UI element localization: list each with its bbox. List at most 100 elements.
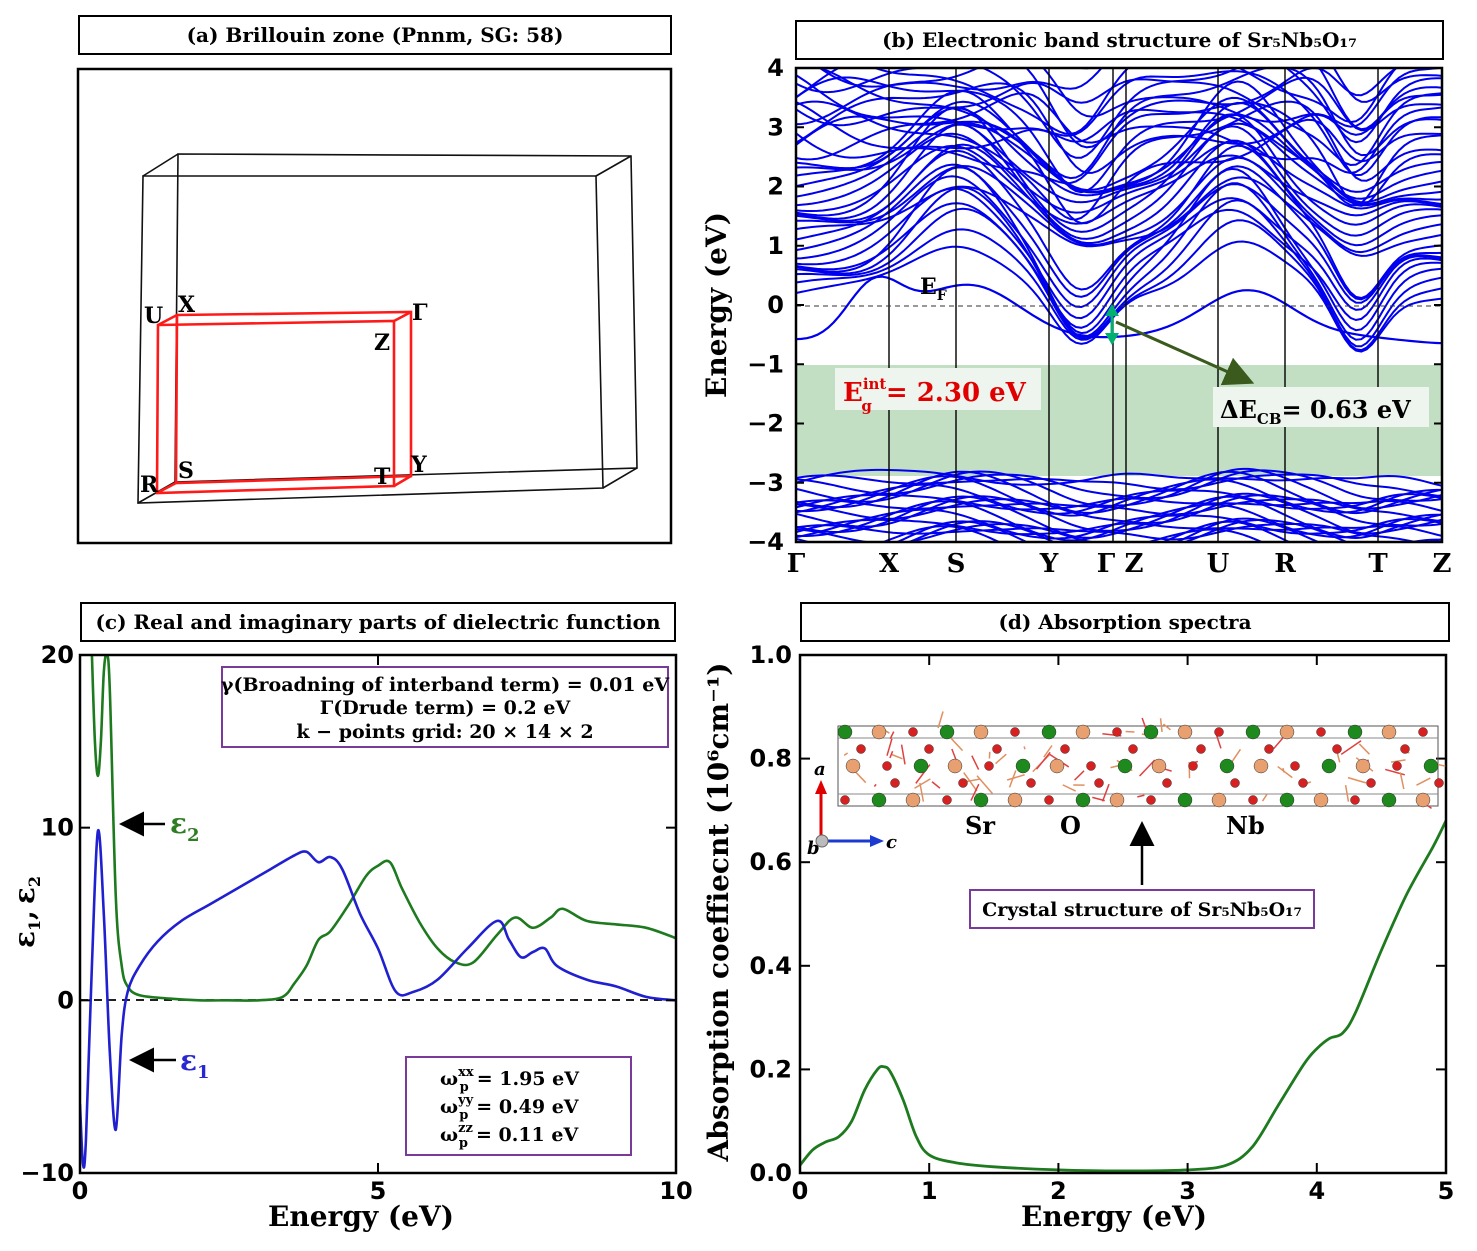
param-kgrid: k − points grid: 20 × 14 × 2: [296, 721, 593, 743]
gap-arrow-up: [1105, 304, 1119, 316]
bz-label-u: U: [144, 303, 163, 329]
bz-label-x: X: [178, 292, 196, 318]
absorption-line: [800, 820, 1446, 1173]
bz-label-gamma: Γ: [412, 300, 428, 326]
k-label: T: [1368, 549, 1388, 579]
y-ticks-b: 4 3 2 1 0 −1 −2 −3 −4: [747, 54, 1442, 556]
y-tick-label: 4: [767, 54, 784, 82]
irreducible-zone-red: [155, 310, 413, 495]
panel-b-title: (b) Electronic band structure of Sr₅Nb₅O…: [795, 20, 1444, 60]
k-label: Γ: [1097, 549, 1116, 579]
k-label: Y: [1039, 549, 1059, 579]
dielectric-xlabel: Energy (eV): [268, 1200, 454, 1233]
dcb-arrow: [1115, 320, 1255, 386]
axis-a-label: a: [814, 759, 826, 780]
crystal-label: Crystal structure of Sr₅Nb₅O₁₇: [982, 899, 1302, 921]
plasma-freq-zz: ωzz p = 0.11 eV: [440, 1121, 579, 1151]
x-tick-label: 5: [1438, 1177, 1455, 1205]
crystal-label-box: [969, 889, 1315, 929]
param-gamma: γ(Broadning of interband term) = 0.01 eV: [221, 674, 670, 696]
axis-origin: [815, 834, 829, 848]
x-tick-label: 10: [659, 1177, 692, 1205]
k-label: Γ: [787, 549, 806, 579]
atom-label-o: O: [1060, 811, 1081, 840]
panel-a: U X Γ Z R S T Y: [76, 67, 673, 545]
y-tick-label: 2: [767, 173, 784, 201]
dielectric-ylabel: ε1,ε2: [8, 876, 44, 948]
eps2-label: ε2: [170, 807, 200, 846]
k-label: X: [879, 549, 900, 579]
plasma-freq-xx: ωxx p = 1.95 eV: [440, 1065, 580, 1095]
k-label: U: [1207, 549, 1230, 579]
y-tick-label: 0: [767, 291, 784, 319]
y-tick-label: 3: [767, 113, 784, 141]
axis-b-label: b: [807, 838, 820, 859]
y-tick-label: 0.6: [749, 848, 792, 876]
bz-label-z: Z: [374, 330, 390, 356]
y-tick-label: 20: [41, 641, 74, 669]
x-tick-label: 4: [1308, 1177, 1325, 1205]
params-box: [221, 666, 669, 748]
panel-c-title: (c) Real and imaginary parts of dielectr…: [80, 602, 676, 642]
eps1-line: [80, 828, 676, 1169]
k-label: Z: [1433, 549, 1452, 579]
atom-label-sr: Sr: [965, 811, 995, 840]
k-label: R: [1274, 549, 1296, 579]
eps1-label: ε1: [180, 1044, 210, 1083]
absorption-ylabel: Absorption coeffiecnt (10⁶cm⁻¹): [702, 663, 735, 1163]
eps2-line: [90, 655, 676, 1002]
y-tick-label: 0.8: [749, 745, 792, 773]
dcb-label: ΔECB= 0.63 eV: [1220, 395, 1411, 428]
panel-d: 0 1 2 3 4 5 1.0 0.8 0.6 0.4 0.2 0.0 Energy (eV) Abs…: [702, 641, 1454, 1233]
y-tick-label: 1: [767, 232, 784, 260]
panel-d-title: (d) Absorption spectra: [800, 602, 1450, 642]
x-tick-label: 2: [1050, 1177, 1067, 1205]
bz-label-y: Y: [410, 452, 427, 478]
dcb-label-bg: [1213, 387, 1429, 427]
fermi-label: EF: [920, 274, 947, 304]
axis-c-label: c: [886, 832, 897, 853]
y-tick-label: 0: [57, 986, 74, 1014]
band-lines: [796, 68, 1442, 542]
plasma-box: [405, 1056, 632, 1156]
y-tick-label: −3: [747, 469, 784, 497]
k-label: Z: [1125, 549, 1144, 579]
x-tick-label: 0: [792, 1177, 809, 1205]
y-tick-label: 0.4: [749, 952, 792, 980]
x-tick-label: 3: [1179, 1177, 1196, 1205]
y-tick-label: 10: [41, 814, 74, 842]
gap-arrow-down: [1105, 333, 1119, 345]
crystal-structure-image: [837, 711, 1446, 809]
k-path-lines: [888, 68, 1379, 542]
y-tick-label: −4: [747, 528, 784, 556]
y-tick-label: 0.0: [749, 1159, 792, 1187]
axis-a-head: [815, 780, 827, 794]
gap-label-bg: [835, 368, 1041, 410]
band-ylabel: Energy (eV): [700, 212, 733, 398]
gap-label: Eint g = 2.30 eV: [843, 375, 1027, 415]
bz-label-s: S: [178, 458, 194, 484]
ticks-d: 0 1 2 3 4 5 1.0 0.8 0.6 0.4 0.2 0.0: [749, 641, 1454, 1205]
x-tick-label: 1: [921, 1177, 938, 1205]
x-tick-label: 0: [72, 1177, 89, 1205]
panel-a-title: (a) Brillouin zone (Pnnm, SG: 58): [78, 15, 672, 55]
y-tick-label: −10: [20, 1159, 74, 1187]
y-tick-label: 1.0: [749, 641, 792, 669]
axis-c-head: [870, 835, 884, 847]
atom-label-nb: Nb: [1226, 811, 1265, 840]
plasma-freq-yy: ωyy p = 0.49 eV: [440, 1093, 580, 1123]
absorption-xlabel: Energy (eV): [1021, 1200, 1207, 1233]
panel-d-frame: [798, 653, 1448, 1175]
y-tick-label: 0.2: [749, 1055, 792, 1083]
y-tick-label: −2: [747, 410, 784, 438]
param-drude: Γ(Drude term) = 0.2 eV: [320, 697, 572, 719]
x-tick-label: 5: [370, 1177, 387, 1205]
bz-label-r: R: [140, 472, 159, 498]
k-label: S: [947, 549, 966, 579]
